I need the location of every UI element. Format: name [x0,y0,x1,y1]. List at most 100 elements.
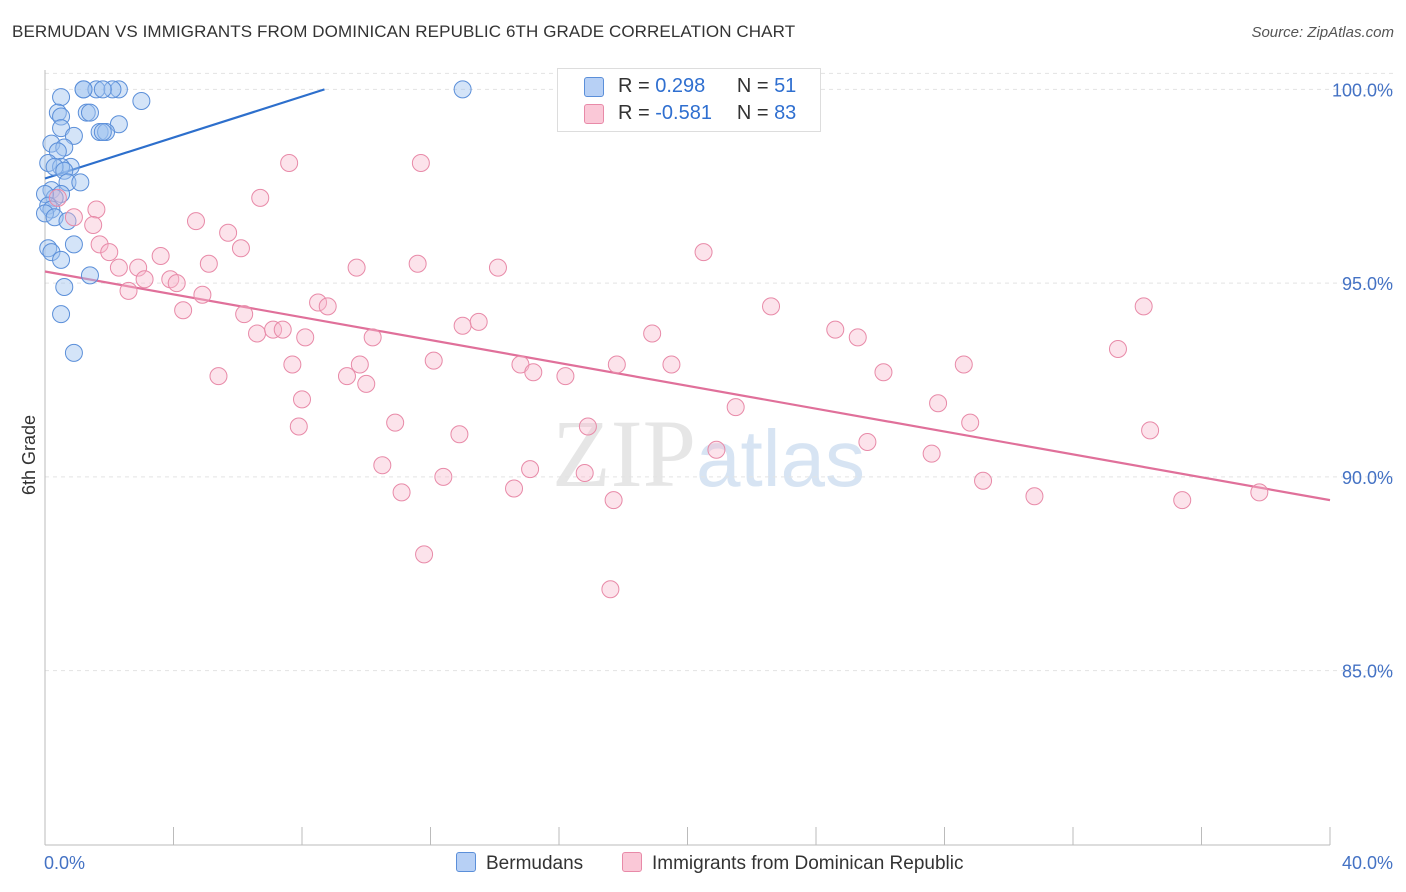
data-point [363,328,382,347]
data-point [1108,340,1127,358]
data-point [48,188,67,207]
data-point [74,80,93,99]
data-point [235,305,254,324]
data-point [318,297,337,316]
data-point [1250,483,1269,502]
watermark: ZIPatlas [552,398,865,509]
data-point [199,254,218,273]
data-point [309,293,328,312]
legend-text-bermudans: R = 0.298 N = 51 [618,75,796,98]
watermark-atlas: atlas [696,414,865,503]
data-point [604,491,623,510]
data-point [726,398,745,417]
data-point [607,355,626,374]
bottom-legend-label-dominican: Immigrants from Dominican Republic [652,853,964,874]
bottom-legend-dominican: Immigrants from Dominican Republic [622,852,964,875]
y-tick-label: 85.0% [1342,662,1393,682]
legend-swatch-dominican [584,104,604,124]
data-point [109,258,128,277]
bottom-legend-bermudans: Bermudans [456,852,583,875]
data-point [954,355,973,374]
x-tick-label: 40.0% [1342,853,1393,873]
data-point [186,212,205,231]
trend-line [44,88,325,180]
trend-lines [44,88,1331,502]
data-point [450,425,469,444]
data-point [386,413,405,432]
bottom-legend-label-bermudans: Bermudans [486,853,584,874]
legend-r-label: R = [618,102,650,124]
data-point [1141,421,1160,440]
legend-n-value-dominican: 83 [774,102,797,124]
data-point [87,200,106,219]
data-point [974,471,993,490]
data-point [373,456,392,475]
data-point [762,297,781,316]
data-point [52,305,71,324]
data-point [858,433,877,451]
data-point [826,320,845,339]
data-point [129,258,148,277]
data-point [922,444,941,463]
data-point [80,266,99,285]
source-label: Source: ZipAtlas.com [1251,24,1394,41]
data-point [42,243,61,262]
data-point [93,123,112,141]
data-point [52,250,71,269]
correlation-legend: R = 0.298 N = 51 R = -0.581 N = 83 [557,68,821,132]
data-point [293,390,311,409]
data-point [424,351,443,370]
data-point [52,88,71,107]
data-point [505,479,524,498]
data-point [350,355,369,374]
data-point [80,103,99,122]
legend-n-value-bermudans: 51 [774,75,797,97]
data-point [151,247,170,265]
chart-title: BERMUDAN VS IMMIGRANTS FROM DOMINICAN RE… [12,22,796,41]
data-point [135,270,154,289]
data-point [45,157,64,176]
legend-n-label: N = [736,102,769,124]
legend-text-dominican: R = -0.581 N = 83 [618,102,796,125]
legend-r-value-dominican: -0.581 [655,102,712,124]
data-point [488,258,507,277]
data-point [1134,297,1153,316]
data-point [36,204,54,223]
data-point [578,417,597,436]
data-point [55,161,74,180]
data-point [521,460,540,479]
data-point [283,355,302,374]
data-point [662,355,681,374]
data-point [93,80,112,99]
bottom-legend-swatch-bermudans [456,852,476,872]
data-point [575,464,594,482]
data-point [100,243,119,262]
x-tick-label: 0.0% [44,853,85,873]
data-point [643,324,662,343]
legend-swatch-bermudans [584,77,604,97]
data-point [167,274,186,293]
data-point [273,320,292,339]
data-point [1025,487,1044,506]
data-point [601,580,620,599]
data-point [84,216,103,234]
data-point [434,467,453,486]
data-point [337,367,356,386]
data-point [280,154,299,172]
data-point [219,223,238,242]
data-point [251,188,270,207]
legend-r-value-bermudans: 0.298 [655,75,706,97]
data-point [48,142,67,161]
data-point [103,80,122,99]
data-point [347,258,366,277]
data-point [64,126,83,145]
trend-line [44,270,1331,502]
data-point [193,285,212,304]
legend-r-label: R = [618,75,650,97]
data-point [71,173,90,192]
data-point [58,173,77,192]
data-point [248,324,267,343]
data-point [556,367,575,386]
y-tick-label: 100.0% [1332,80,1393,100]
